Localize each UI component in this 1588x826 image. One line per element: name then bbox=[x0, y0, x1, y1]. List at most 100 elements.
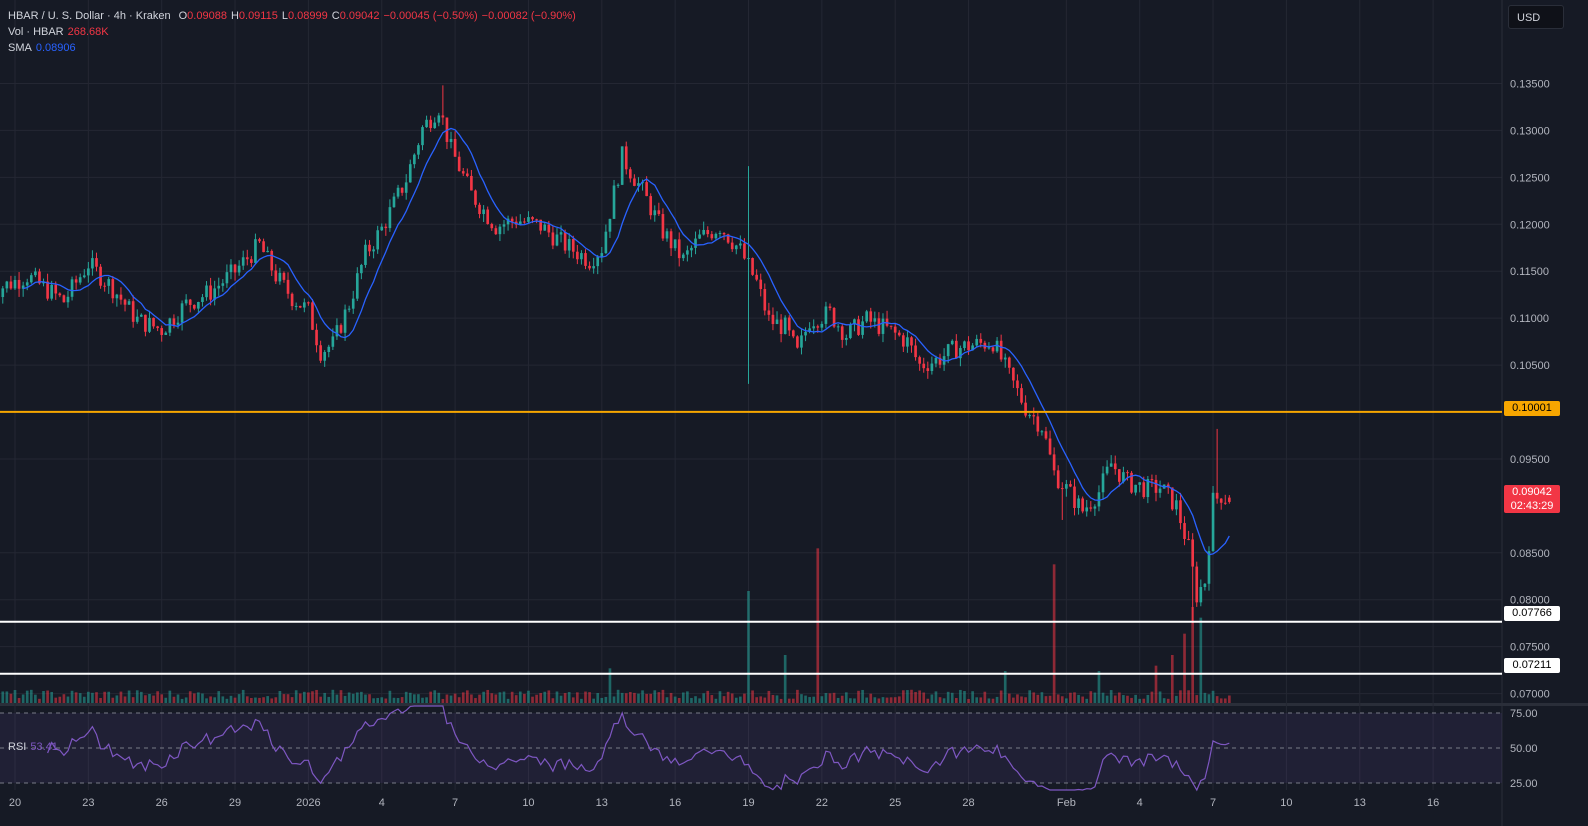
candle-body bbox=[315, 329, 318, 346]
volume-bar bbox=[339, 690, 343, 703]
candle-body bbox=[298, 305, 302, 308]
volume-legend-row[interactable]: Vol · HBAR 268.68K bbox=[8, 24, 576, 40]
candle-body bbox=[718, 233, 722, 235]
rsi-legend[interactable]: RSI 53.41 bbox=[8, 741, 58, 753]
volume-bar bbox=[372, 698, 375, 703]
volume-bar bbox=[311, 691, 314, 703]
volume-bar bbox=[571, 697, 575, 703]
candle-body bbox=[213, 288, 216, 300]
volume-bar bbox=[144, 695, 147, 703]
volume-bar bbox=[995, 696, 999, 703]
sma-legend-row[interactable]: SMA 0.08906 bbox=[8, 40, 576, 56]
candle-body bbox=[987, 347, 991, 349]
volume-bar bbox=[425, 697, 428, 703]
candle-body bbox=[645, 182, 648, 197]
candle-body bbox=[1187, 538, 1190, 540]
volume-bar bbox=[763, 697, 767, 703]
volume-bar bbox=[1007, 693, 1011, 703]
candle-body bbox=[78, 277, 82, 283]
volume-bar bbox=[527, 690, 530, 703]
volume-bar bbox=[457, 697, 461, 703]
candle-body bbox=[466, 173, 469, 176]
candle-body bbox=[873, 318, 877, 322]
candle-body bbox=[686, 250, 689, 255]
symbol-title[interactable]: HBAR / U. S. Dollar · 4h · Kraken bbox=[8, 10, 171, 22]
volume-bar bbox=[502, 691, 506, 703]
change-value-2: −0.00082 (−0.90%) bbox=[481, 10, 576, 22]
candle-body bbox=[429, 119, 432, 129]
candle-body bbox=[739, 243, 742, 246]
volume-bar bbox=[779, 698, 783, 703]
candle-body bbox=[531, 217, 534, 220]
volume-bar bbox=[470, 694, 473, 703]
volume-bar bbox=[421, 697, 424, 703]
sma-line bbox=[22, 127, 1230, 556]
volume-bar bbox=[107, 691, 111, 703]
candle-body bbox=[584, 253, 587, 266]
candle-body bbox=[245, 257, 249, 260]
volume-bar bbox=[1113, 695, 1117, 703]
volume-bar bbox=[645, 693, 648, 703]
volume-bar bbox=[800, 694, 803, 703]
price-axis[interactable]: 0.13500 0.13000 0.12500 0.12000 0.11500 0.110… bbox=[1510, 78, 1550, 790]
candle-body bbox=[70, 279, 74, 297]
volume-bar bbox=[78, 693, 82, 703]
symbol-legend-row: HBAR / U. S. Dollar · 4h · Kraken O 0.090… bbox=[8, 8, 576, 24]
volume-bar bbox=[494, 694, 498, 703]
volume-bar bbox=[547, 690, 551, 703]
candle-body bbox=[775, 319, 779, 325]
volume-bar bbox=[665, 697, 669, 703]
volume-bar bbox=[413, 694, 416, 703]
volume-bar bbox=[710, 695, 714, 703]
candle-body bbox=[1003, 357, 1007, 360]
candle-body bbox=[747, 258, 750, 260]
candle-body bbox=[629, 169, 632, 179]
candle-body bbox=[783, 317, 787, 334]
currency-button[interactable]: USD bbox=[1508, 5, 1564, 29]
time-tick-label: 28 bbox=[962, 797, 974, 809]
horizontal-lines[interactable] bbox=[0, 410, 1502, 675]
volume-bar bbox=[360, 691, 363, 703]
price-tick-label: 0.13500 bbox=[1510, 78, 1550, 90]
volume-bar bbox=[1109, 690, 1113, 703]
candle-body bbox=[812, 326, 816, 329]
candle-body bbox=[1223, 502, 1227, 504]
volume-bar bbox=[156, 691, 159, 703]
volume-bar bbox=[889, 697, 893, 703]
time-axis[interactable]: 20 23 26 29 2026 4 7 10 13 16 19 22 25 28 Feb 4 7 10 13 16 bbox=[9, 797, 1439, 809]
candle-body bbox=[889, 325, 893, 327]
volume-bar bbox=[482, 691, 485, 703]
candle-body bbox=[730, 242, 734, 250]
candle-body bbox=[131, 301, 135, 322]
candle-body bbox=[547, 224, 551, 233]
volume-bar bbox=[1150, 691, 1154, 703]
candle-body bbox=[555, 234, 559, 246]
volume-bar bbox=[938, 697, 942, 703]
volume-bar bbox=[384, 698, 388, 703]
candle-body bbox=[946, 344, 950, 357]
pane-separator[interactable] bbox=[0, 703, 1588, 706]
volume-bar bbox=[918, 690, 921, 703]
candle-body bbox=[1065, 484, 1068, 489]
time-tick-label: 16 bbox=[669, 797, 681, 809]
volume-bar bbox=[881, 697, 885, 703]
volume-bar bbox=[478, 694, 481, 703]
volume-bar bbox=[641, 690, 644, 703]
time-tick-label: 16 bbox=[1427, 797, 1439, 809]
volume-bar bbox=[987, 698, 991, 703]
volume-bar bbox=[184, 697, 188, 703]
volume-bar bbox=[490, 693, 494, 703]
time-tick-label: 23 bbox=[82, 797, 94, 809]
volume-bar bbox=[1215, 696, 1219, 703]
candle-body bbox=[461, 171, 465, 174]
candle-body bbox=[384, 226, 388, 229]
volume-bar bbox=[54, 697, 58, 703]
volume-bar bbox=[197, 692, 200, 703]
volume-bar bbox=[743, 693, 746, 703]
volume-bar bbox=[417, 694, 420, 703]
ohlc-close-key: C bbox=[331, 10, 340, 22]
candle-body bbox=[1113, 463, 1117, 470]
volume-bar bbox=[543, 691, 547, 703]
candle-body bbox=[722, 233, 726, 235]
